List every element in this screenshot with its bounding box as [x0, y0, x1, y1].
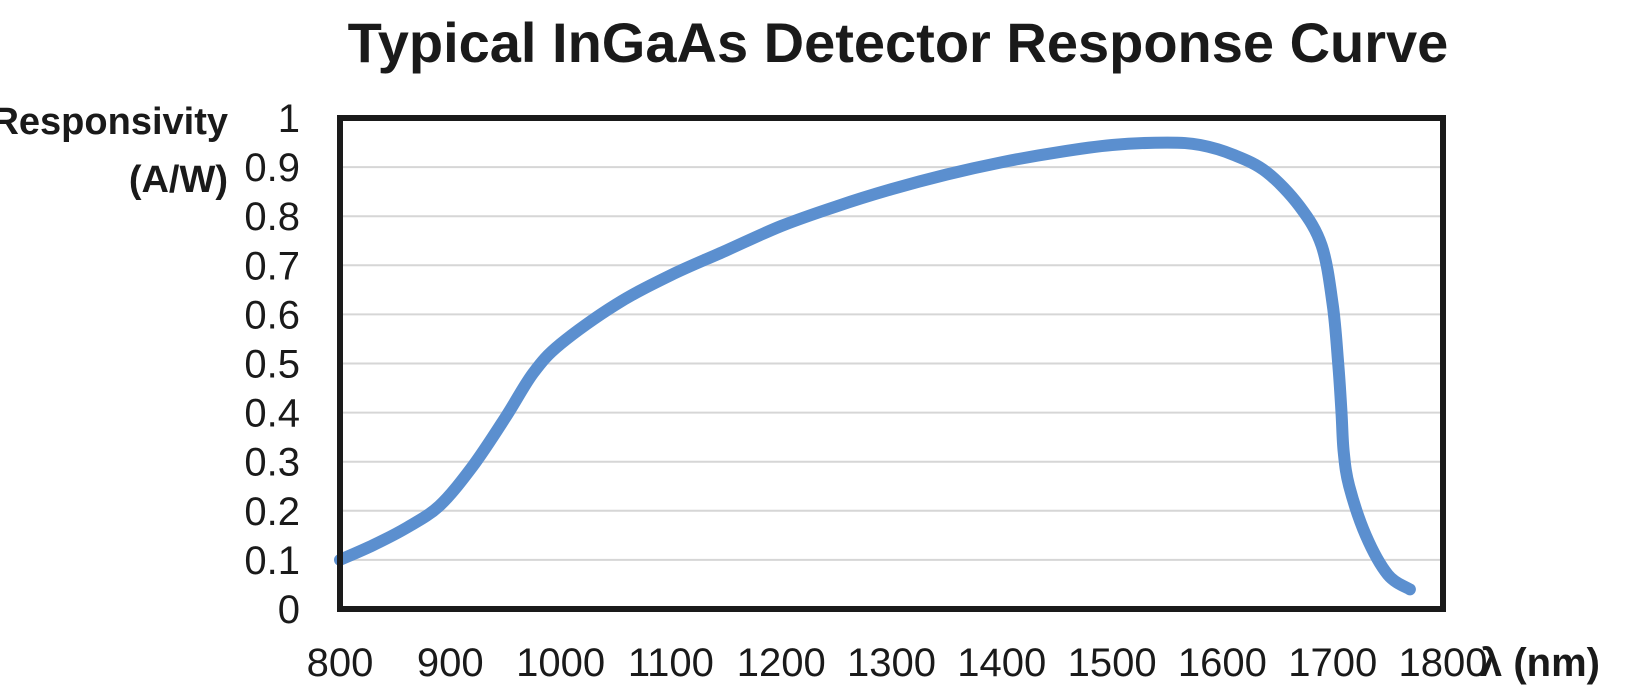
x-tick-labels: 800 900 1000 1100 1200 1300 1400 1500 1600 1700 18…	[307, 641, 1488, 685]
y-axis-label-line1: Responsivity	[0, 101, 228, 143]
x-tick-label: 1700	[1288, 641, 1377, 685]
y-tick-label: 0.4	[244, 392, 300, 436]
y-tick-label: 0.6	[244, 293, 300, 337]
responsivity-curve	[334, 136, 1416, 596]
x-axis-label: λ (nm)	[1480, 641, 1600, 685]
x-tick-label: 800	[307, 641, 374, 685]
y-tick-label: 1	[278, 97, 300, 141]
y-tick-label: 0.3	[244, 441, 300, 485]
y-tick-label: 0.1	[244, 539, 300, 583]
plot-frame	[337, 115, 1446, 612]
chart-title: Typical InGaAs Detector Response Curve	[348, 11, 1449, 74]
x-tick-label: 1000	[516, 641, 605, 685]
x-tick-label: 1800	[1399, 641, 1488, 685]
y-tick-label: 0.7	[244, 244, 300, 288]
y-axis-label-line2: (A/W)	[129, 159, 228, 201]
x-tick-label: 1300	[847, 641, 936, 685]
x-tick-label: 1200	[737, 641, 826, 685]
y-tick-label: 0.8	[244, 195, 300, 239]
y-tick-labels: 0 0.1 0.2 0.3 0.4 0.5 0.6 0.7 0.8 0.9 1	[244, 97, 300, 632]
y-tick-label: 0	[278, 588, 300, 632]
y-tick-label: 0.5	[244, 343, 300, 387]
y-tick-label: 0.9	[244, 146, 300, 190]
x-tick-label: 1400	[957, 641, 1046, 685]
x-tick-label: 1500	[1068, 641, 1157, 685]
x-tick-label: 1100	[628, 641, 714, 685]
y-tick-label: 0.2	[244, 490, 300, 534]
x-tick-label: 900	[417, 641, 484, 685]
x-tick-label: 1600	[1178, 641, 1267, 685]
gridlines	[340, 166, 1443, 561]
